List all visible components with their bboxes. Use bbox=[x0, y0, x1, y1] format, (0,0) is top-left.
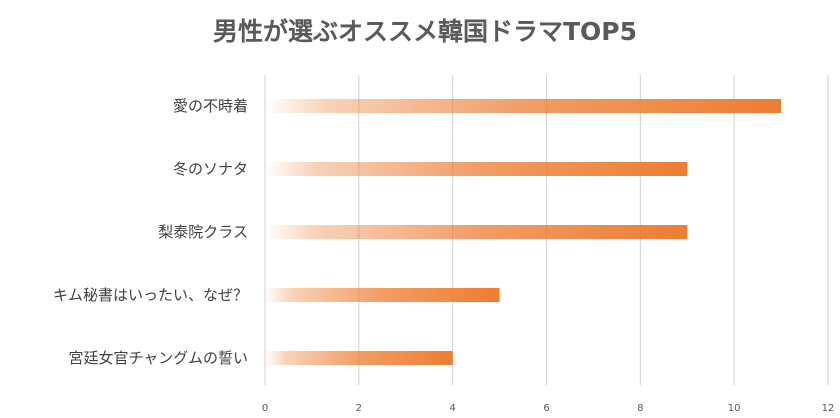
category-label: キム秘書はいったい、なぜ？ bbox=[53, 286, 248, 304]
bar bbox=[265, 351, 453, 365]
x-tick-label: 6 bbox=[543, 403, 549, 414]
category-label: 宮廷女官チャングムの誓い bbox=[68, 349, 248, 367]
x-tick-label: 4 bbox=[449, 403, 455, 414]
bar bbox=[265, 99, 782, 113]
x-tick-labels: 0 2 4 6 8 10 12 bbox=[262, 403, 835, 414]
bar bbox=[265, 288, 500, 302]
bars bbox=[265, 99, 782, 365]
bar bbox=[265, 162, 688, 176]
x-tick-label: 2 bbox=[356, 403, 362, 414]
category-label: 愛の不時着 bbox=[173, 97, 248, 115]
x-tick-label: 8 bbox=[637, 403, 643, 414]
x-tick-label: 0 bbox=[262, 403, 268, 414]
category-label: 梨泰院クラス bbox=[158, 223, 248, 241]
x-tick-label: 12 bbox=[822, 403, 835, 414]
x-tick-label: 10 bbox=[728, 403, 741, 414]
chart-title: 男性が選ぶオススメ韓国ドラマTOP5 bbox=[213, 17, 637, 46]
bar bbox=[265, 225, 688, 239]
category-label: 冬のソナタ bbox=[173, 160, 248, 178]
